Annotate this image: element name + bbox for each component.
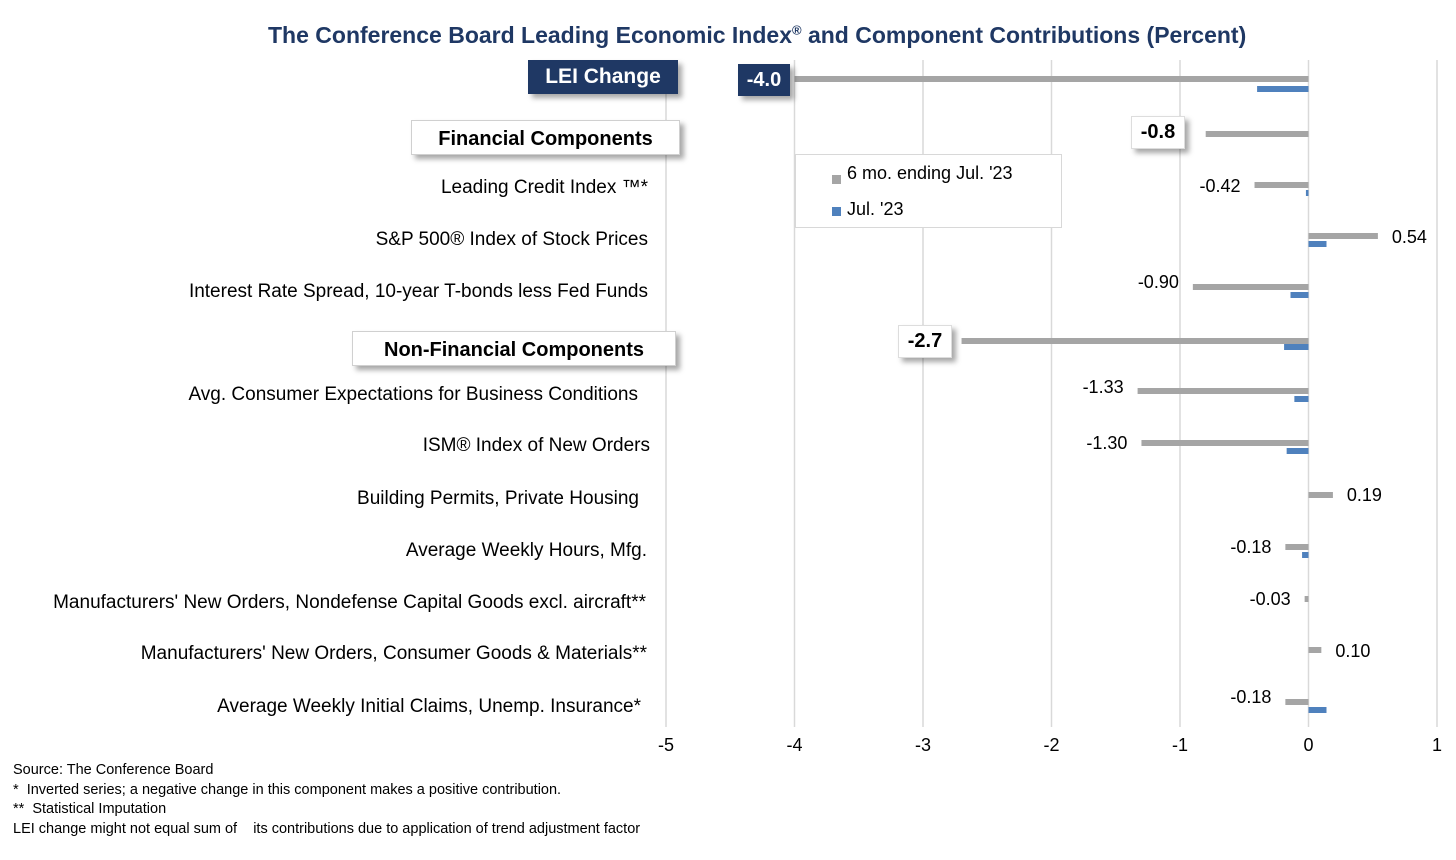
bar-lei-monthly — [1257, 86, 1309, 92]
value-label-g1-c5: 0.10 — [1335, 641, 1370, 661]
bar-lei-six-month — [794, 76, 1309, 82]
bar-g1-c1-monthly — [1286, 448, 1309, 454]
row-label-sp500: S&P 500® Index of Stock Prices — [375, 229, 648, 250]
bar-g1-c3-six-month — [1285, 544, 1309, 550]
chart-legend: 6 mo. ending Jul. '23 Jul. '23 — [795, 154, 1062, 228]
x-tick-label-0: -5 — [658, 735, 674, 755]
bar-g0-c0-monthly — [1305, 190, 1309, 196]
bar-g1-c2-six-month — [1308, 492, 1333, 498]
value-label-g0-c1: 0.54 — [1392, 227, 1427, 247]
row-label-ism-new-orders: ISM® Index of New Orders — [422, 435, 650, 456]
bar-g1-c0-monthly — [1294, 396, 1309, 402]
bar-group-0-six-month — [1205, 131, 1309, 137]
financial-total-label: -0.8 — [1131, 116, 1185, 149]
row-label-capital-goods-orders: Manufacturers' New Orders, Nondefense Ca… — [53, 592, 646, 613]
value-label-g1-c0: -1.33 — [1083, 377, 1124, 397]
row-label-building-permits: Building Permits, Private Housing — [357, 488, 639, 509]
row-label-initial-claims: Average Weekly Initial Claims, Unemp. In… — [217, 696, 641, 717]
chart-title-registered-mark: ® — [791, 22, 802, 38]
x-tick-label-2: -3 — [915, 735, 931, 755]
value-label-g1-c1: -1.30 — [1086, 433, 1127, 453]
bar-group-1-six-month — [961, 338, 1309, 344]
lei-total-label: -4.0 — [738, 64, 790, 96]
financial-components-header: Financial Components — [411, 120, 680, 155]
row-label-weekly-hours: Average Weekly Hours, Mfg. — [405, 540, 647, 561]
bar-g0-c0-six-month — [1254, 182, 1309, 188]
lei-change-label: LEI Change — [528, 60, 678, 94]
bar-g1-c3-monthly — [1302, 552, 1309, 558]
chart-title-suffix: and Component Contributions (Percent) — [801, 22, 1247, 48]
row-label-consumer-goods-orders: Manufacturers' New Orders, Consumer Good… — [140, 643, 647, 664]
bar-g1-c0-six-month — [1137, 388, 1309, 394]
bar-g0-c2-six-month — [1192, 284, 1309, 290]
bar-g0-c1-six-month — [1308, 233, 1378, 239]
non-financial-components-header: Non-Financial Components — [352, 331, 676, 366]
footnote-source: Source: The Conference Board — [13, 762, 214, 778]
x-tick-label-4: -1 — [1172, 735, 1188, 755]
row-label-interest-rate-spread: Interest Rate Spread, 10-year T-bonds le… — [188, 281, 648, 302]
value-label-g1-c3: -0.18 — [1230, 537, 1271, 557]
row-label-leading-credit-index: Leading Credit Index ™* — [440, 177, 648, 198]
legend-label-monthly: Jul. '23 — [847, 199, 904, 219]
x-tick-label-1: -4 — [786, 735, 802, 755]
bar-g0-c1-monthly — [1308, 241, 1327, 247]
footnotes: Source: The Conference Board * Inverted … — [13, 761, 640, 839]
bar-g1-c6-six-month — [1285, 699, 1309, 705]
row-label-consumer-expectations: Avg. Consumer Expectations for Business … — [188, 384, 638, 405]
chart-title: The Conference Board Leading Economic In… — [268, 22, 1368, 49]
value-label-g1-c2: 0.19 — [1347, 485, 1382, 505]
bar-group-1-monthly — [1284, 344, 1309, 350]
chart-title-text: The Conference Board Leading Economic In… — [268, 22, 792, 48]
legend-swatch-monthly — [832, 207, 841, 216]
bar-g1-c1-six-month — [1141, 440, 1309, 446]
value-label-g1-c4: -0.03 — [1250, 589, 1291, 609]
value-label-g1-c6: -0.18 — [1230, 687, 1271, 707]
footnote-statistical-imputation: ** Statistical Imputation — [13, 801, 167, 817]
x-tick-label-6: 1 — [1432, 735, 1442, 755]
value-label-g0-c0: -0.42 — [1199, 176, 1240, 196]
legend-label-six-month: 6 mo. ending Jul. '23 — [847, 163, 1013, 183]
footnote-inverted-series: * Inverted series; a negative change in … — [13, 781, 562, 798]
x-tick-label-5: 0 — [1303, 735, 1313, 755]
value-label-g0-c2: -0.90 — [1138, 272, 1179, 292]
x-tick-label-3: -2 — [1043, 735, 1059, 755]
footnote-trend-adjustment: LEI change might not equal sum of its co… — [13, 820, 641, 837]
non-financial-total-label: -2.7 — [898, 325, 952, 358]
bar-g0-c2-monthly — [1290, 292, 1309, 298]
bar-g1-c4-six-month — [1304, 596, 1309, 602]
bar-g1-c6-monthly — [1308, 707, 1327, 713]
legend-swatch-six-month — [832, 175, 841, 184]
bar-g1-c5-six-month — [1308, 647, 1322, 653]
